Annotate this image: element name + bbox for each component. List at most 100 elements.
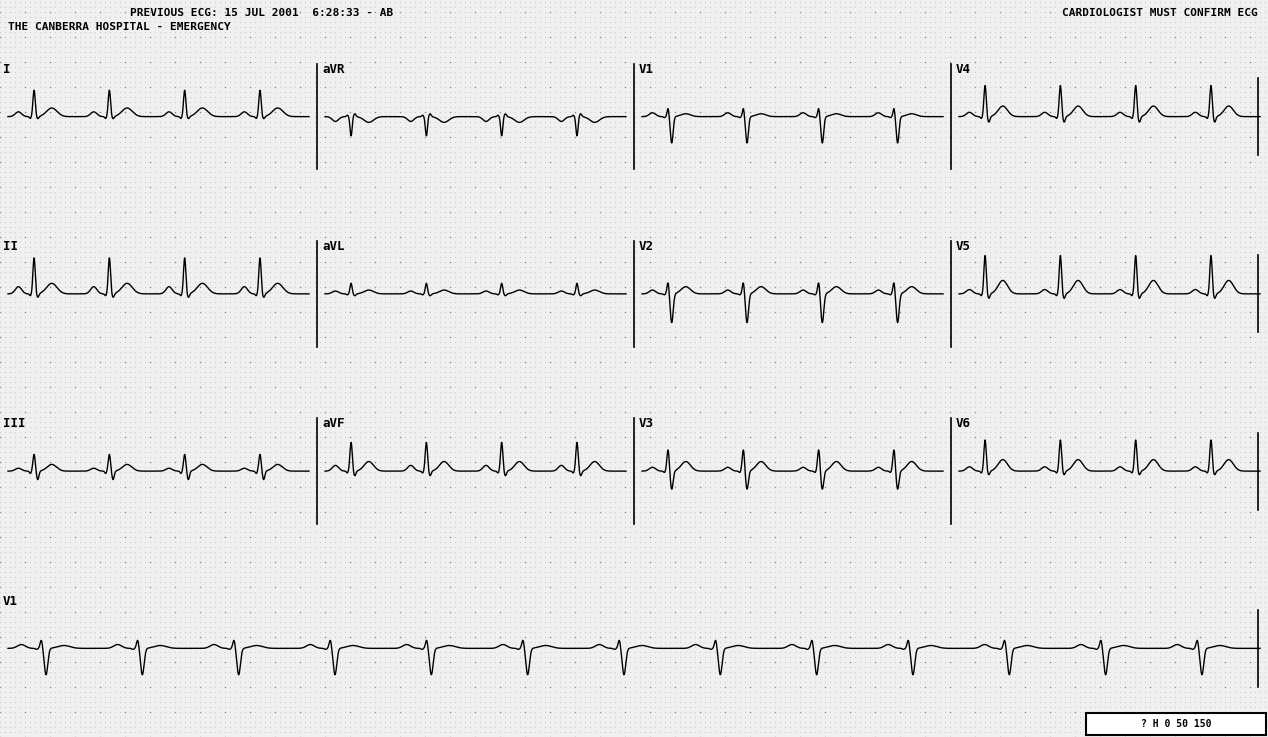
Point — [1150, 441, 1170, 453]
Point — [255, 651, 275, 663]
Point — [124, 546, 145, 558]
Point — [350, 711, 370, 723]
Point — [510, 331, 530, 343]
Point — [105, 276, 126, 288]
Point — [175, 126, 195, 138]
Point — [650, 46, 671, 58]
Point — [304, 1, 325, 13]
Point — [749, 61, 770, 73]
Point — [399, 586, 420, 598]
Point — [190, 71, 210, 83]
Point — [210, 516, 231, 528]
Point — [735, 726, 756, 737]
Point — [760, 571, 780, 583]
Point — [1150, 201, 1170, 213]
Point — [175, 351, 195, 363]
Point — [180, 111, 200, 123]
Point — [965, 131, 985, 143]
Point — [574, 621, 595, 633]
Point — [785, 126, 805, 138]
Point — [1075, 76, 1096, 88]
Point — [630, 106, 650, 118]
Point — [1025, 656, 1045, 668]
Point — [625, 0, 645, 3]
Point — [760, 681, 780, 693]
Point — [555, 401, 576, 413]
Point — [1009, 136, 1030, 148]
Point — [860, 441, 880, 453]
Point — [465, 216, 486, 228]
Point — [180, 311, 200, 323]
Point — [435, 501, 455, 513]
Point — [805, 211, 825, 223]
Point — [1170, 481, 1191, 493]
Point — [605, 566, 625, 578]
Point — [139, 641, 160, 653]
Point — [250, 276, 270, 288]
Point — [500, 386, 520, 398]
Point — [365, 271, 385, 283]
Point — [914, 161, 935, 173]
Point — [450, 46, 470, 58]
Point — [1189, 731, 1210, 737]
Point — [124, 136, 145, 148]
Point — [200, 11, 221, 23]
Point — [1115, 506, 1135, 518]
Point — [389, 31, 410, 43]
Point — [1194, 676, 1215, 688]
Point — [690, 281, 710, 293]
Point — [664, 681, 685, 693]
Point — [839, 166, 860, 178]
Point — [640, 446, 661, 458]
Point — [219, 396, 240, 408]
Point — [670, 346, 690, 358]
Point — [1189, 36, 1210, 48]
Point — [650, 671, 671, 683]
Point — [765, 621, 785, 633]
Point — [20, 406, 41, 418]
Point — [900, 486, 921, 498]
Point — [640, 686, 661, 698]
Point — [34, 1, 55, 13]
Point — [260, 381, 280, 393]
Point — [510, 486, 530, 498]
Point — [870, 296, 890, 308]
Point — [980, 11, 1000, 23]
Point — [1125, 711, 1145, 723]
Point — [1210, 0, 1230, 3]
Point — [630, 376, 650, 388]
Point — [1225, 431, 1245, 443]
Point — [914, 236, 935, 248]
Point — [270, 36, 290, 48]
Point — [39, 581, 60, 593]
Point — [625, 591, 645, 603]
Point — [569, 691, 590, 703]
Point — [765, 256, 785, 268]
Point — [134, 106, 155, 118]
Point — [309, 666, 330, 678]
Point — [645, 41, 666, 53]
Point — [90, 731, 110, 737]
Point — [455, 641, 476, 653]
Point — [95, 276, 115, 288]
Point — [705, 171, 725, 183]
Point — [525, 216, 545, 228]
Point — [430, 266, 450, 278]
Point — [299, 501, 320, 513]
Point — [20, 191, 41, 203]
Point — [735, 601, 756, 613]
Point — [1240, 556, 1260, 568]
Point — [1145, 401, 1165, 413]
Point — [0, 361, 15, 373]
Point — [85, 691, 105, 703]
Point — [325, 716, 345, 728]
Point — [110, 671, 131, 683]
Point — [420, 316, 440, 328]
Point — [1014, 381, 1035, 393]
Point — [1220, 401, 1240, 413]
Point — [425, 331, 445, 343]
Point — [90, 306, 110, 318]
Point — [330, 316, 350, 328]
Point — [44, 686, 65, 698]
Point — [360, 656, 380, 668]
